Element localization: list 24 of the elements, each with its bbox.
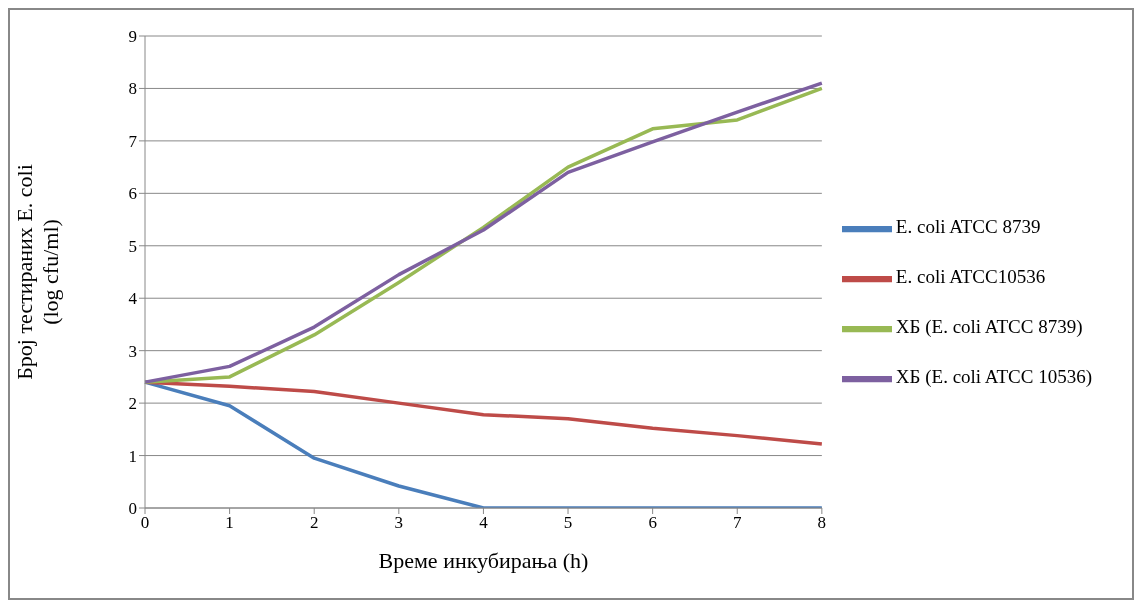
y-tick-label: 9 [128, 27, 137, 47]
x-tick-label: 8 [817, 513, 827, 533]
y-tick-label: 3 [128, 341, 137, 361]
y-tick-label: 7 [128, 131, 138, 151]
y-tick-label: 0 [128, 499, 137, 519]
legend-label: E. coli ATCC 8739 [895, 216, 1041, 238]
x-tick-label: 1 [225, 513, 234, 533]
y-tick-label: 1 [128, 446, 137, 466]
y-tick-label: 2 [128, 394, 137, 414]
legend-label: ХБ (E. coli ATCC 8739) [895, 316, 1083, 338]
y-tick-label: 4 [128, 289, 138, 309]
y-tick-label: 6 [128, 184, 137, 204]
x-tick-label: 7 [732, 513, 742, 533]
y-tick-label: 5 [128, 236, 137, 256]
x-tick-label: 4 [479, 513, 489, 533]
legend-label: E. coli ATCC10536 [895, 266, 1046, 288]
y-axis-title: Број тестираних E. coli (log cfu/ml) [12, 164, 63, 380]
y-tick-label: 8 [128, 79, 137, 99]
x-tick-label: 3 [394, 513, 404, 533]
x-tick-label: 2 [309, 513, 319, 533]
x-axis-title: Време инкубирања (h) [378, 548, 589, 573]
legend-label: ХБ (E. coli ATCC 10536) [895, 366, 1092, 388]
x-tick-label: 6 [648, 513, 657, 533]
x-tick-label: 5 [563, 513, 573, 533]
